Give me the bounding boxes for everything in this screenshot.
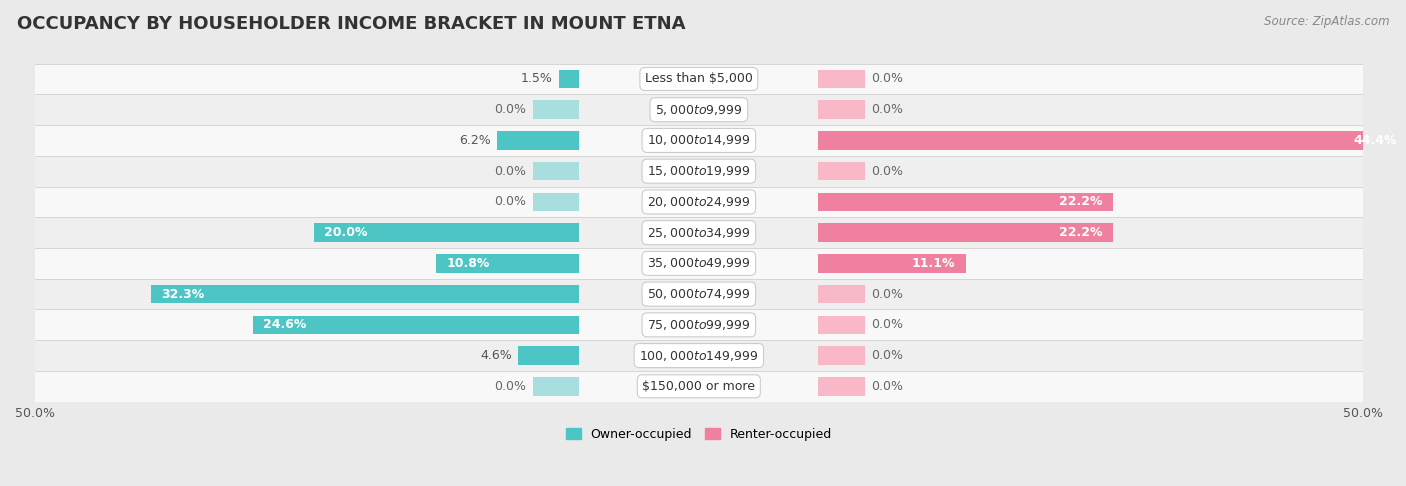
Bar [35,340,1362,371]
Text: 22.2%: 22.2% [1059,195,1102,208]
Bar [498,131,579,150]
Text: 0.0%: 0.0% [872,380,904,393]
Text: $75,000 to $99,999: $75,000 to $99,999 [647,318,751,332]
Text: Less than $5,000: Less than $5,000 [645,72,752,86]
Text: $50,000 to $74,999: $50,000 to $74,999 [647,287,751,301]
Bar [818,101,865,119]
Bar [35,125,1362,156]
Text: $25,000 to $34,999: $25,000 to $34,999 [647,226,751,240]
Bar [150,285,579,303]
Text: $15,000 to $19,999: $15,000 to $19,999 [647,164,751,178]
Text: $100,000 to $149,999: $100,000 to $149,999 [640,348,759,363]
Text: $10,000 to $14,999: $10,000 to $14,999 [647,134,751,147]
Bar [35,371,1362,401]
Bar [35,187,1362,217]
Text: 0.0%: 0.0% [872,72,904,86]
Bar [818,192,1114,211]
Text: OCCUPANCY BY HOUSEHOLDER INCOME BRACKET IN MOUNT ETNA: OCCUPANCY BY HOUSEHOLDER INCOME BRACKET … [17,15,685,33]
Text: 24.6%: 24.6% [263,318,307,331]
Bar [818,162,865,180]
Bar [533,101,579,119]
Bar [35,279,1362,310]
Bar [314,224,579,242]
Bar [35,310,1362,340]
Bar [253,315,579,334]
Text: 22.2%: 22.2% [1059,226,1102,239]
Text: $150,000 or more: $150,000 or more [643,380,755,393]
Bar [818,347,865,365]
Text: 0.0%: 0.0% [495,380,526,393]
Text: $5,000 to $9,999: $5,000 to $9,999 [655,103,742,117]
Text: 0.0%: 0.0% [495,165,526,178]
Text: 0.0%: 0.0% [872,318,904,331]
Text: 0.0%: 0.0% [872,165,904,178]
Text: 1.5%: 1.5% [520,72,553,86]
Bar [35,94,1362,125]
Bar [818,224,1114,242]
Text: $35,000 to $49,999: $35,000 to $49,999 [647,257,751,270]
Text: 20.0%: 20.0% [325,226,368,239]
Bar [818,131,1406,150]
Legend: Owner-occupied, Renter-occupied: Owner-occupied, Renter-occupied [561,423,837,446]
Bar [818,285,865,303]
Bar [533,377,579,396]
Bar [818,377,865,396]
Bar [35,156,1362,187]
Bar [560,70,579,88]
Text: 0.0%: 0.0% [872,103,904,116]
Text: 11.1%: 11.1% [911,257,955,270]
Bar [35,217,1362,248]
Bar [533,162,579,180]
Bar [818,70,865,88]
Bar [519,347,579,365]
Text: 0.0%: 0.0% [495,103,526,116]
Text: 10.8%: 10.8% [447,257,489,270]
Bar [533,192,579,211]
Text: 4.6%: 4.6% [479,349,512,362]
Text: 44.4%: 44.4% [1354,134,1398,147]
Bar [818,254,966,273]
Text: 0.0%: 0.0% [872,349,904,362]
Text: 0.0%: 0.0% [872,288,904,301]
Text: 6.2%: 6.2% [458,134,491,147]
Text: 32.3%: 32.3% [162,288,204,301]
Bar [35,248,1362,279]
Bar [436,254,579,273]
Text: Source: ZipAtlas.com: Source: ZipAtlas.com [1264,15,1389,28]
Text: $20,000 to $24,999: $20,000 to $24,999 [647,195,751,209]
Text: 0.0%: 0.0% [495,195,526,208]
Bar [818,315,865,334]
Bar [35,64,1362,94]
